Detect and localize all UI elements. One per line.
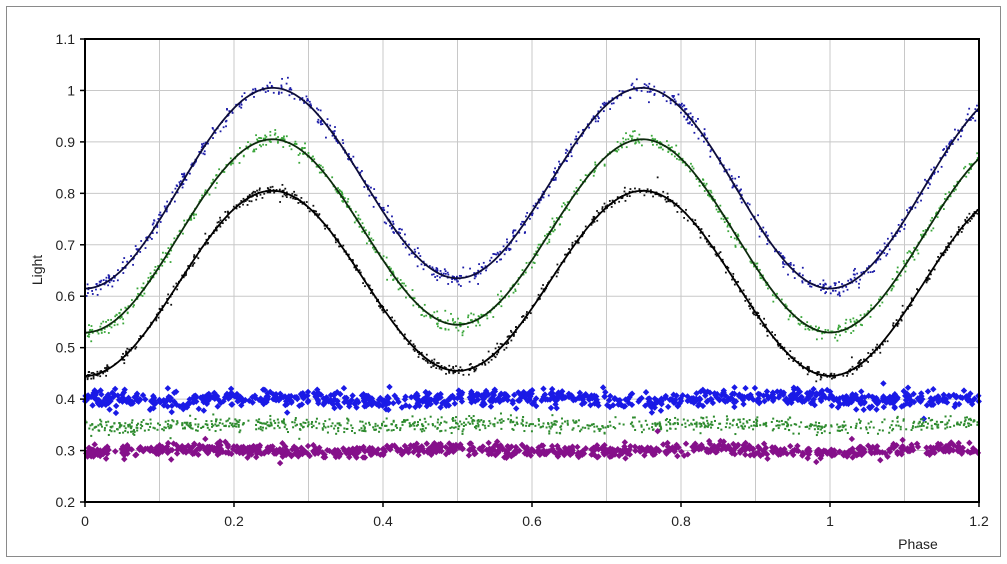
data-series [81,76,982,467]
x-tick-label: 1 [826,513,834,529]
x-tick-label: 0.2 [224,513,244,529]
y-tick-label: 0.9 [56,134,76,150]
x-tick-label: 0.8 [671,513,691,529]
axis-ticks: 0 0.2 0.4 0.6 0.8 1 1.2 0.2 0.3 0.4 0.5 0.6 0.7 0.8 0.… [56,31,989,529]
fit-curve [85,138,980,334]
chart-frame [6,6,1001,557]
series-2 [84,176,980,383]
y-tick-label: 0.4 [56,391,76,407]
x-tick-label: 0.6 [522,513,542,529]
fit-curve [85,86,980,290]
y-axis-title: Light [29,255,45,285]
y-tick-label: 0.6 [56,288,76,304]
y-tick-label: 1.1 [56,31,76,47]
gridlines [85,39,979,502]
x-axis-title: Phase [898,536,938,552]
series-3 [81,380,982,422]
y-tick-label: 0.7 [56,237,76,253]
y-tick-label: 0.5 [56,340,76,356]
y-tick-label: 0.3 [56,443,76,459]
x-tick-label: 1.2 [969,513,989,529]
series-5 [83,427,982,467]
fit-curve [84,189,980,377]
y-tick-label: 1 [67,82,75,98]
x-tick-label: 0.4 [373,513,393,529]
y-tick-label: 0.2 [56,494,76,510]
series-4 [84,412,980,440]
y-tick-label: 0.8 [56,185,76,201]
x-tick-label: 0 [81,513,89,529]
series-1 [84,129,980,343]
